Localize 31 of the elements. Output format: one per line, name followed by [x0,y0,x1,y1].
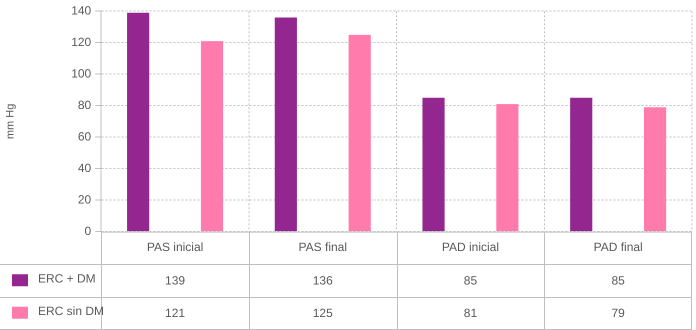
data-label: 125 [312,306,334,320]
y-axis-title: mm Hg [4,104,17,140]
data-label: 121 [165,306,186,320]
data-label: 79 [611,306,626,320]
y-tick-label: 40 [78,160,92,175]
y-tick-label: 80 [78,98,92,112]
y-tick-label: 20 [78,192,92,206]
x-tick-label: PAD final [594,240,643,254]
y-tick-label: 100 [71,66,92,80]
y-tick-label: 60 [78,129,92,144]
y-tick-label: 140 [71,4,92,18]
bar [200,41,224,232]
x-tick-label: PAS inicial [146,240,204,254]
data-label: 136 [312,274,334,288]
data-label: 85 [611,274,626,288]
legend-label: ERC sin DM [38,304,104,318]
bar [348,34,371,232]
x-tick-label: PAS final [298,240,347,254]
data-label: 85 [464,274,478,288]
bar [422,98,445,232]
bar [644,107,666,232]
x-tick-label: PAD inicial [442,240,500,254]
y-tick-label: 120 [71,35,92,49]
y-tick-label: 0 [84,224,92,238]
bar [274,17,297,232]
data-label: 139 [165,274,186,288]
bar [570,98,592,232]
legend-label: ERC + DM [38,272,96,286]
bar [496,104,518,232]
bar [127,12,150,232]
data-label: 81 [464,306,478,320]
